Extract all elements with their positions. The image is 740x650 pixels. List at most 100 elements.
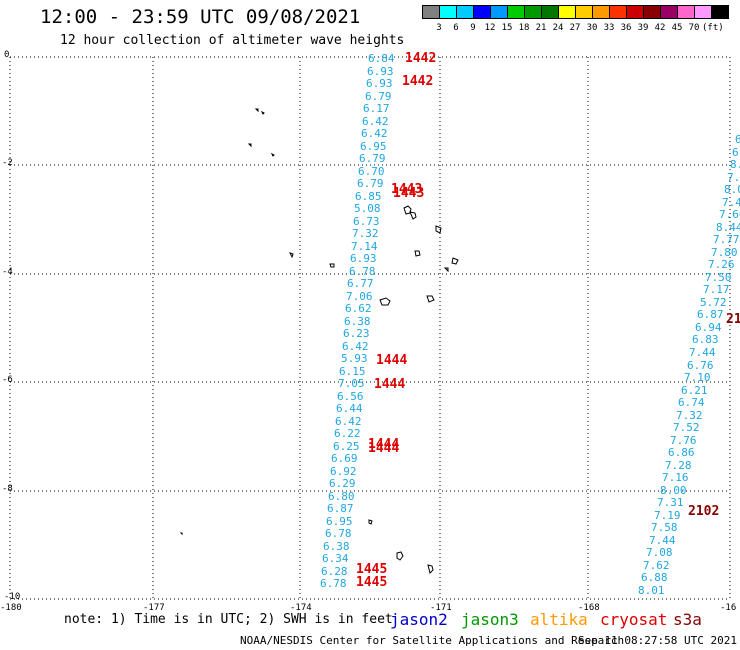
swh-value: 7.44 <box>689 346 716 359</box>
swh-value: 6.25 <box>333 440 360 453</box>
pass-number: 1442 <box>405 51 437 66</box>
swh-value: 6.74 <box>678 396 705 409</box>
swh-value: 6.17 <box>363 102 390 115</box>
satellite-name: altika <box>530 610 588 629</box>
island-outline <box>260 110 265 115</box>
island-outline <box>396 551 404 561</box>
x-axis-label: -171 <box>430 603 452 613</box>
pass-number: 2102 <box>688 504 720 519</box>
satellite-name: jason3 <box>461 610 519 629</box>
legend-label: 45 <box>671 23 683 33</box>
y-axis-label: -10 <box>4 592 21 602</box>
swh-value: 6.87 <box>697 308 724 321</box>
legend-label: 21 <box>535 23 547 33</box>
swh-value: 7.80 <box>711 246 738 259</box>
swh-value: 6.15 <box>339 365 366 378</box>
x-axis-label: -180 <box>0 603 22 613</box>
y-axis-label: -2 <box>2 158 13 168</box>
y-axis-label: -8 <box>2 484 13 494</box>
swh-value: 6.42 <box>342 340 369 353</box>
swh-value: 7.26 <box>708 258 735 271</box>
swh-value: 6.78 <box>325 527 352 540</box>
x-axis-label: -168 <box>578 603 600 613</box>
island-outline <box>443 267 449 273</box>
pass-number: 21 <box>726 312 740 327</box>
y-axis-label: -6 <box>2 375 13 385</box>
swh-value: 6.38 <box>323 540 350 553</box>
swh-value: 5.08 <box>354 202 381 215</box>
generated-timestamp: Sep 11 08:27:58 UTC 2021 <box>578 634 737 647</box>
legend-label: 18 <box>518 23 530 33</box>
island-outline <box>414 250 421 257</box>
island-outline <box>379 297 391 306</box>
swh-value: 8.00 <box>660 484 687 497</box>
swh-value: 6.69 <box>331 452 358 465</box>
island-outline <box>247 143 252 148</box>
swh-value: 6.79 <box>365 90 392 103</box>
swh-value: 6.28 <box>321 565 348 578</box>
swh-value: 7.66 <box>719 208 740 221</box>
pass-number: 1443 <box>391 182 423 197</box>
legend-label: (ft) <box>702 23 724 33</box>
legend-label: 3 <box>436 23 442 33</box>
swh-value: 5.72 <box>700 296 727 309</box>
swh-value: 6.95 <box>326 515 353 528</box>
x-axis-label: -16 <box>720 603 737 613</box>
swh-value: 7.17 <box>703 283 730 296</box>
legend-label: 39 <box>637 23 649 33</box>
pass-number: 1442 <box>402 74 434 89</box>
swh-value: 7.52 <box>673 421 700 434</box>
swh-value: 5.93 <box>341 352 368 365</box>
swh-value: 6.92 <box>330 465 357 478</box>
legend-label: 9 <box>470 23 476 33</box>
island-outline <box>426 295 435 303</box>
swh-value: 6.94 <box>695 321 722 334</box>
swh-value: 7.05 <box>338 377 365 390</box>
pass-number: 1444 <box>368 437 400 452</box>
swh-value: 6.87 <box>327 502 354 515</box>
legend-label: 42 <box>654 23 666 33</box>
island-outline <box>403 205 412 215</box>
x-axis-label: -177 <box>143 603 165 613</box>
island-outline <box>451 257 459 265</box>
swh-value: 6.84 <box>368 52 395 65</box>
swh-value: 6.80 <box>328 490 355 503</box>
swh-value: 6.38 <box>344 315 371 328</box>
map-title: 12:00 - 23:59 UTC 09/08/2021 <box>40 6 361 28</box>
grid-lines <box>9 56 731 600</box>
legend-label: 6 <box>453 23 459 33</box>
swh-value: 6.34 <box>322 552 349 565</box>
swh-value: 6.77 <box>347 277 374 290</box>
swh-value: 6.23 <box>343 327 370 340</box>
swh-value: 6.42 <box>335 415 362 428</box>
swh-value: 7.32 <box>676 409 703 422</box>
satellite-name: cryosat <box>600 610 668 629</box>
swh-value: 6.73 <box>353 215 380 228</box>
y-axis-label: -4 <box>2 267 13 277</box>
island-outline <box>329 263 335 268</box>
swh-value: 6. <box>735 133 740 146</box>
swh-value: 6.78 <box>320 577 347 590</box>
swh-value: 8.44 <box>716 221 740 234</box>
pass-number: 1444 <box>368 441 400 456</box>
swh-value: 7.62 <box>643 559 670 572</box>
legend-label: 30 <box>586 23 598 33</box>
swh-value: 8. <box>730 158 740 171</box>
pass-number: 1445 <box>356 575 388 590</box>
swh-value: 8.04 <box>724 183 740 196</box>
island-outline <box>427 564 434 574</box>
swh-value: 6.76 <box>687 359 714 372</box>
swh-value: 7.77 <box>713 233 740 246</box>
legend-swatch <box>711 5 729 19</box>
swh-value: 7.76 <box>670 434 697 447</box>
swh-value: 6.86 <box>668 446 695 459</box>
swh-value: 7.50 <box>705 271 732 284</box>
swh-value: 7.08 <box>646 546 673 559</box>
swh-value: 6.79 <box>357 177 384 190</box>
legend-label: 33 <box>603 23 615 33</box>
swh-value: 6.78 <box>349 265 376 278</box>
swh-value: 6.70 <box>358 165 385 178</box>
swh-value: 6.62 <box>345 302 372 315</box>
